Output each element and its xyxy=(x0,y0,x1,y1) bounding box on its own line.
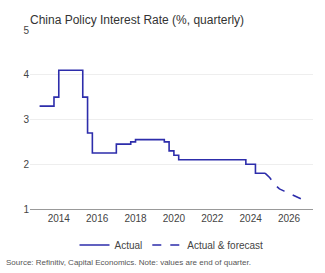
svg-text:2014: 2014 xyxy=(48,213,71,224)
svg-text:China Policy Interest Rate (%,: China Policy Interest Rate (%, quarterly… xyxy=(30,13,244,27)
svg-text:Source: Refinitiv, Capital Eco: Source: Refinitiv, Capital Economics. No… xyxy=(6,258,251,267)
svg-text:4: 4 xyxy=(23,69,29,80)
svg-text:2022: 2022 xyxy=(201,213,224,224)
svg-text:2024: 2024 xyxy=(240,213,263,224)
svg-text:5: 5 xyxy=(23,25,29,36)
svg-text:Actual & forecast: Actual & forecast xyxy=(187,240,263,251)
svg-text:Actual: Actual xyxy=(115,240,143,251)
svg-text:2020: 2020 xyxy=(163,213,186,224)
svg-text:2016: 2016 xyxy=(86,213,109,224)
svg-text:1: 1 xyxy=(23,204,29,215)
svg-text:2: 2 xyxy=(23,159,29,170)
svg-text:2018: 2018 xyxy=(124,213,147,224)
svg-text:3: 3 xyxy=(23,114,29,125)
svg-text:2026: 2026 xyxy=(278,213,301,224)
